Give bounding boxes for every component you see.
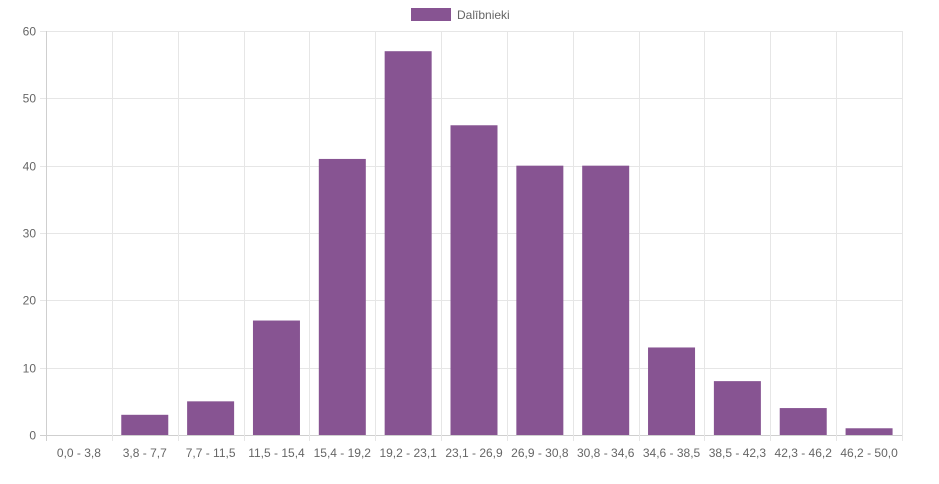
x-tick-label: 42,3 - 46,2 bbox=[775, 446, 833, 460]
legend[interactable]: Dalībnieki bbox=[411, 8, 510, 22]
x-tick-label: 0,0 - 3,8 bbox=[57, 446, 101, 460]
x-tick-label: 30,8 - 34,6 bbox=[577, 446, 635, 460]
x-tick-label: 11,5 - 15,4 bbox=[248, 446, 305, 460]
bar[interactable] bbox=[648, 347, 696, 435]
x-tick-label: 34,6 - 38,5 bbox=[643, 446, 701, 460]
bar[interactable] bbox=[121, 414, 169, 435]
bar[interactable] bbox=[713, 381, 761, 435]
bar[interactable] bbox=[318, 158, 366, 435]
y-tick-label: 50 bbox=[23, 92, 37, 106]
x-tick-label: 38,5 - 42,3 bbox=[709, 446, 767, 460]
bar[interactable] bbox=[779, 408, 827, 435]
x-axis-ticks: 0,0 - 3,8 3,8 - 7,7 7,7 - 11,5 11,5 - 15,4 1… bbox=[57, 446, 898, 460]
x-tick-label: 23,1 - 26,9 bbox=[445, 446, 503, 460]
bar[interactable] bbox=[450, 125, 498, 436]
bars bbox=[121, 51, 893, 436]
bar[interactable] bbox=[252, 320, 300, 435]
y-tick-label: 0 bbox=[29, 429, 36, 443]
x-tick-label: 19,2 - 23,1 bbox=[379, 446, 437, 460]
legend-label: Dalībnieki bbox=[457, 8, 510, 22]
legend-swatch bbox=[411, 8, 451, 21]
y-tick-label: 10 bbox=[23, 362, 37, 376]
bar[interactable] bbox=[187, 401, 235, 435]
x-tick-label: 15,4 - 19,2 bbox=[314, 446, 372, 460]
bar[interactable] bbox=[845, 428, 893, 435]
y-tick-label: 20 bbox=[23, 294, 37, 308]
bar[interactable] bbox=[384, 51, 432, 435]
y-tick-label: 60 bbox=[23, 25, 37, 39]
bar[interactable] bbox=[582, 165, 630, 435]
y-axis-ticks: 0 10 20 30 40 50 60 bbox=[23, 25, 37, 443]
y-tick-label: 30 bbox=[23, 227, 37, 241]
x-tick-label: 46,2 - 50,0 bbox=[840, 446, 898, 460]
y-tick-label: 40 bbox=[23, 160, 37, 174]
x-tick-label: 3,8 - 7,7 bbox=[123, 446, 167, 460]
x-tick-label: 26,9 - 30,8 bbox=[511, 446, 569, 460]
x-tick-label: 7,7 - 11,5 bbox=[186, 446, 236, 460]
bar[interactable] bbox=[516, 165, 564, 435]
